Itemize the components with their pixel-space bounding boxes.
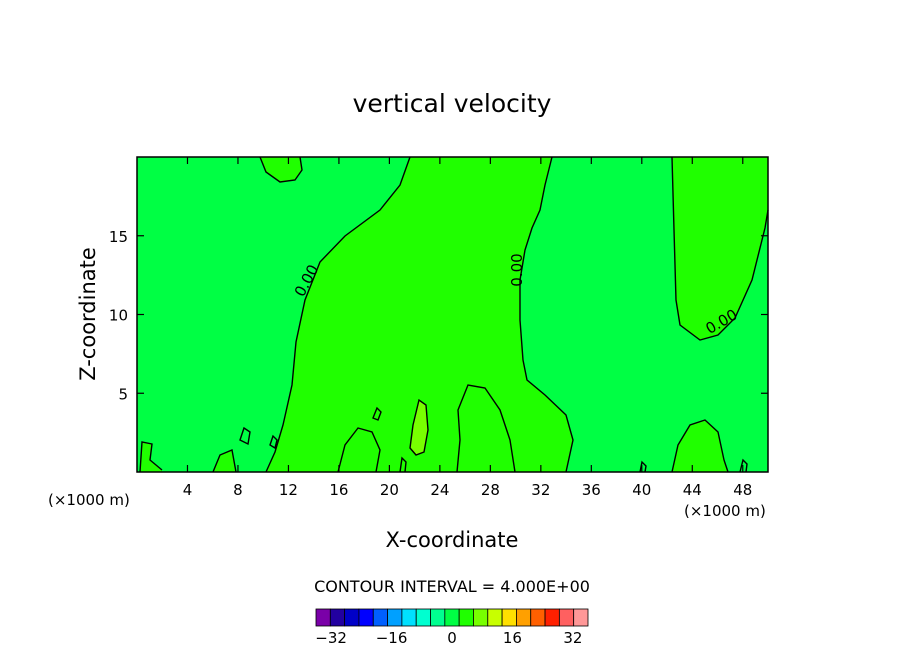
- colorbar-swatch: [329, 608, 346, 627]
- y-axis-ticks: 5 10 15: [109, 228, 768, 403]
- contour-small-loop-6: [399, 456, 407, 473]
- contour-small-loop-3: [269, 434, 278, 450]
- contour-plume-left-edge: [265, 156, 411, 473]
- contour-right-region: [671, 156, 769, 341]
- colorbar-swatch: [315, 608, 331, 627]
- zero-contour-lines: [139, 156, 769, 473]
- positive-blob-4: [457, 385, 515, 472]
- colorbar-tick-label: 32: [563, 629, 582, 647]
- colorbar-swatch: [387, 608, 403, 627]
- positive-region-right: [672, 157, 768, 340]
- contour-interval-text: CONTOUR INTERVAL = 4.000E+00: [314, 577, 590, 596]
- colorbar-swatch: [358, 608, 374, 627]
- contour-small-loop-4: [739, 458, 748, 473]
- colorbar-swatch: [372, 608, 388, 627]
- colorbar-swatch: [415, 608, 431, 627]
- x-axis-label: X-coordinate: [386, 528, 519, 552]
- colorbar-tick-label: −32: [315, 629, 347, 647]
- colorbar-swatch: [530, 608, 546, 627]
- colorbar-swatch: [344, 608, 360, 627]
- positive-blob-2: [213, 450, 236, 472]
- colorbar-swatch: [473, 608, 489, 627]
- y-tick-label: 5: [118, 385, 128, 403]
- positive-plume-center: [266, 157, 573, 472]
- x-tick-label: 16: [329, 481, 348, 499]
- x-tick-label: 12: [279, 481, 298, 499]
- contour-top-left-lobe: [259, 156, 303, 183]
- y-axis-label: Z-coordinate: [76, 247, 100, 381]
- colorbar-tick-label: 0: [447, 629, 457, 647]
- x-tick-label: 40: [632, 481, 651, 499]
- contour-fills: [140, 157, 768, 472]
- x-tick-label: 44: [683, 481, 702, 499]
- contour-blob-3: [337, 427, 381, 473]
- colorbar-swatch: [573, 608, 589, 627]
- colorbar-swatch: [501, 608, 517, 627]
- chart-title: vertical velocity: [353, 89, 552, 118]
- colorbar-swatch: [544, 608, 560, 627]
- contour-small-loop-1: [239, 426, 251, 446]
- max-velocity-spot: [410, 400, 428, 455]
- colorbar-swatch: [444, 608, 460, 627]
- y-tick-label: 10: [109, 307, 128, 325]
- positive-blob-3: [338, 428, 380, 472]
- positive-lobe-top-left: [260, 157, 302, 182]
- contour-max-spot: [409, 398, 429, 456]
- colorbar-swatch: [487, 608, 503, 627]
- colorbar-swatch: [558, 608, 575, 627]
- x-tick-label: 20: [380, 481, 399, 499]
- x-axis-ticks: 4 8 12 16 20 24 28 32 36 40 44 48: [183, 157, 752, 499]
- contour-blob-4: [456, 384, 516, 473]
- contour-small-loop-2: [372, 406, 382, 421]
- contour-blob-1: [139, 441, 163, 473]
- x-unit-left: (×1000 m): [48, 491, 130, 509]
- x-tick-label: 48: [733, 481, 752, 499]
- contour-small-loop-5: [639, 460, 647, 473]
- x-tick-label: 28: [481, 481, 500, 499]
- y-tick-label: 15: [109, 228, 128, 246]
- plot-area: 0.00 0.00 0.00 4 8 12 16 20 24 28 32 36 40 44 48 51…: [109, 156, 769, 499]
- colorbar: −32 −16 0 16 32: [315, 608, 589, 647]
- colorbar-swatch: [430, 608, 446, 627]
- x-tick-label: 24: [430, 481, 449, 499]
- colorbar-tick-label: −16: [376, 629, 408, 647]
- contour-label-center: 0.00: [508, 253, 526, 286]
- contour-blob-2: [212, 449, 237, 473]
- positive-blob-1: [140, 442, 162, 472]
- x-tick-label: 36: [582, 481, 601, 499]
- colorbar-swatch: [401, 608, 417, 627]
- contour-bottom-right-bump: [671, 419, 729, 473]
- x-tick-label: 32: [531, 481, 550, 499]
- x-unit-right: (×1000 m): [684, 502, 766, 520]
- colorbar-swatch: [458, 608, 474, 627]
- x-tick-label: 4: [183, 481, 193, 499]
- colorbar-swatch: [516, 608, 532, 627]
- colorbar-tick-label: 16: [503, 629, 522, 647]
- contour-plume-right-edge: [519, 156, 574, 473]
- x-tick-label: 8: [233, 481, 243, 499]
